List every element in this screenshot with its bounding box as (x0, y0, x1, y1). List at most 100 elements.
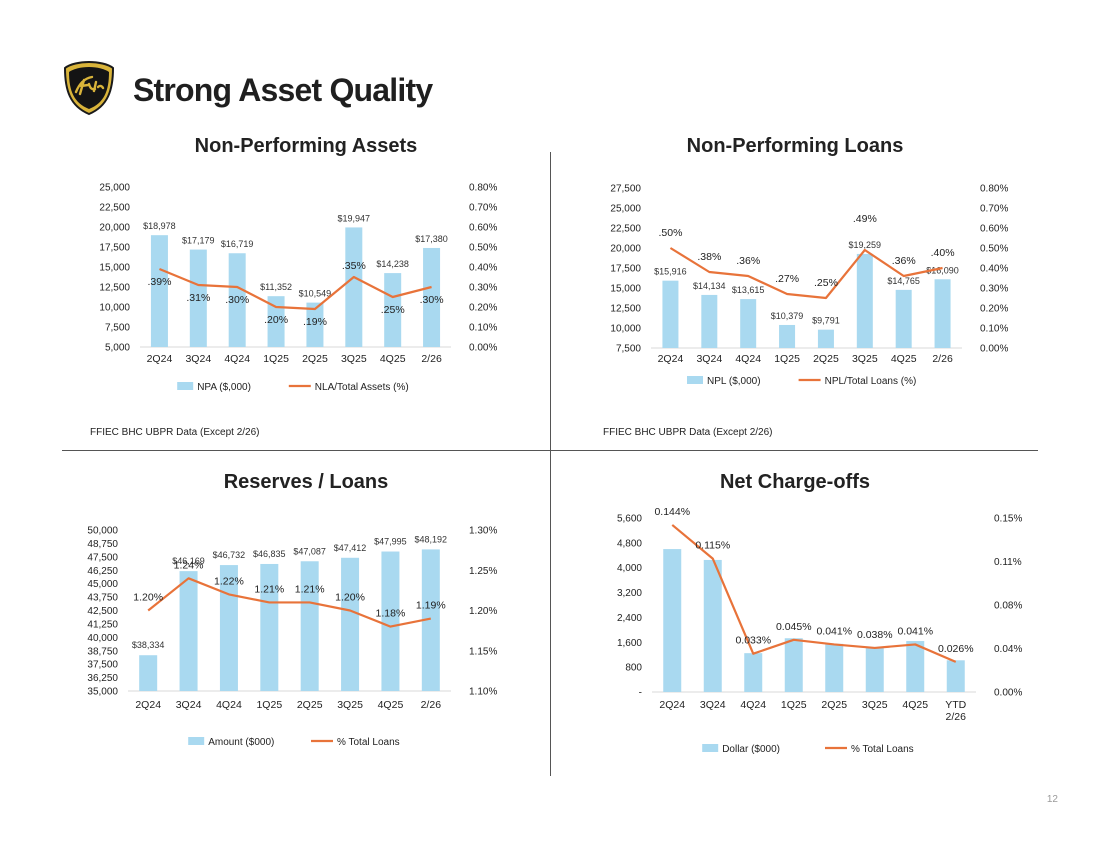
x-tick-label: 3Q25 (337, 699, 363, 711)
npl-chart-panel: Non-Performing Loans 7,500 10,000 12,500 15… (551, 130, 1039, 450)
x-tick-label: 2Q25 (813, 353, 839, 365)
chart-legend: NPA ($,000) NLA/Total Assets (%) (177, 382, 409, 393)
x-tick-label: 3Q25 (862, 699, 888, 711)
y-right-tick-label: 0.20% (469, 303, 497, 314)
line-value-label: 1.22% (214, 575, 244, 587)
chart-title: Net Charge-offs (719, 471, 870, 493)
bar (189, 249, 207, 347)
x-tick-label: 3Q24 (185, 353, 211, 365)
x-tick-label: 2/26 (421, 353, 442, 365)
line-value-label: .35% (342, 260, 366, 272)
bar (817, 329, 834, 348)
y-right-tick-label: 1.25% (469, 566, 497, 577)
legend-line-label: NPL/Total Loans (%) (825, 376, 917, 387)
bar (150, 235, 168, 347)
line-value-label: .30% (420, 294, 444, 306)
bar-value-label: $10,379 (771, 311, 804, 321)
x-tick-label: 2/26 (932, 353, 953, 365)
bar-value-label: $38,334 (132, 640, 165, 650)
y-right-tick-label: 0.50% (469, 243, 497, 254)
bar (179, 571, 198, 691)
line-value-label: .20% (264, 314, 288, 326)
bar-value-label: $47,087 (293, 546, 326, 556)
y-left-tick-label: 40,000 (87, 633, 118, 644)
horizontal-divider (62, 450, 1038, 451)
y-left-tick-label: 37,500 (87, 660, 118, 671)
x-tick-label: 2/26 (421, 699, 442, 711)
y-left-tick-label: - (639, 688, 642, 699)
y-right-tick-label: 1.15% (469, 646, 497, 657)
bar (701, 294, 718, 348)
first-shield-logo-icon (63, 60, 115, 116)
y-left-tick-label: 48,750 (87, 539, 118, 550)
chargeoffs-chart: - 800 1,600 2,400 3,200 4,000 4,800 5,600 0.00% 0… (617, 506, 1022, 755)
y-left-tick-label: 1,600 (617, 638, 642, 649)
line-value-label: 1.21% (295, 583, 325, 595)
y-left-tick-label: 50,000 (87, 526, 118, 537)
bar (381, 551, 400, 691)
y-right-tick-label: 0.11% (994, 557, 1022, 568)
chart-legend: Amount ($000) % Total Loans (188, 737, 400, 748)
bar (663, 549, 682, 692)
line-value-label: .19% (303, 316, 327, 328)
x-tick-label: 3Q24 (696, 353, 722, 365)
y-left-tick-label: 4,000 (617, 563, 642, 574)
y-right-tick-label: 0.10% (980, 324, 1008, 335)
bar (306, 302, 324, 347)
legend-bar-label: Dollar ($000) (722, 744, 780, 755)
line-value-label: .25% (814, 277, 838, 289)
y-left-tick-label: 15,000 (610, 284, 641, 295)
chart-legend: NPL ($,000) NPL/Total Loans (%) (687, 376, 916, 387)
y-left-tick-label: 45,000 (87, 579, 118, 590)
bar (946, 660, 965, 692)
npl-chart: 7,500 10,000 12,500 15,000 17,500 20,000 22,50… (610, 184, 1008, 388)
bar-value-label: $46,732 (213, 550, 246, 560)
bar-value-label: $10,549 (299, 289, 332, 299)
bar (703, 559, 722, 692)
line-value-label: 0.026% (938, 643, 974, 655)
bar (219, 565, 238, 691)
y-left-tick-label: 2,400 (617, 613, 642, 624)
bar-value-label: $16,719 (221, 239, 254, 249)
y-right-tick-label: 1.10% (469, 687, 497, 698)
chart-title: Reserves / Loans (223, 471, 389, 493)
y-right-tick-label: 0.00% (994, 688, 1022, 699)
bar-value-label: $16,090 (926, 265, 959, 275)
bar (341, 557, 360, 691)
x-tick-label: 4Q24 (216, 699, 242, 711)
y-right-tick-label: 0.80% (469, 183, 497, 194)
x-tick-label: 3Q25 (852, 353, 878, 365)
y-left-tick-label: 800 (625, 663, 642, 674)
source-note: FFIEC BHC UBPR Data (Except 2/26) (603, 427, 773, 438)
bar (934, 279, 951, 348)
y-left-tick-label: 43,750 (87, 593, 118, 604)
bar (662, 280, 679, 348)
y-right-tick-label: 0.40% (469, 263, 497, 274)
x-tick-label: 4Q25 (380, 353, 406, 365)
y-right-tick-label: 0.08% (994, 601, 1022, 612)
legend-line-label: NLA/Total Assets (%) (315, 382, 409, 393)
x-tick-label: 2Q24 (135, 699, 161, 711)
bar-value-label: $14,765 (887, 276, 920, 286)
y-left-tick-label: 25,000 (610, 204, 641, 215)
line-value-label: .27% (775, 273, 799, 285)
chart-title: Non-Performing Loans (686, 135, 904, 157)
y-right-tick-label: 0.15% (994, 514, 1022, 525)
y-left-tick-label: 22,500 (610, 224, 641, 235)
bar (300, 561, 319, 691)
y-right-tick-label: 0.80% (980, 184, 1008, 195)
y-left-tick-label: 22,500 (99, 203, 130, 214)
x-tick-label: 2Q24 (147, 353, 173, 365)
y-right-tick-label: 1.20% (469, 606, 497, 617)
x-tick-label: 1Q25 (263, 353, 289, 365)
line-value-label: 0.144% (654, 506, 690, 518)
y-left-tick-label: 41,250 (87, 619, 118, 630)
bar-value-label: $46,835 (253, 549, 286, 559)
line-series (671, 524, 957, 663)
y-left-tick-label: 4,800 (617, 538, 642, 549)
x-tick-label: 1Q25 (774, 353, 800, 365)
line-value-label: .25% (381, 304, 405, 316)
line-value-label: 0.045% (776, 621, 812, 633)
line-value-label: 0.041% (816, 625, 852, 637)
y-right-tick-label: 0.60% (469, 223, 497, 234)
